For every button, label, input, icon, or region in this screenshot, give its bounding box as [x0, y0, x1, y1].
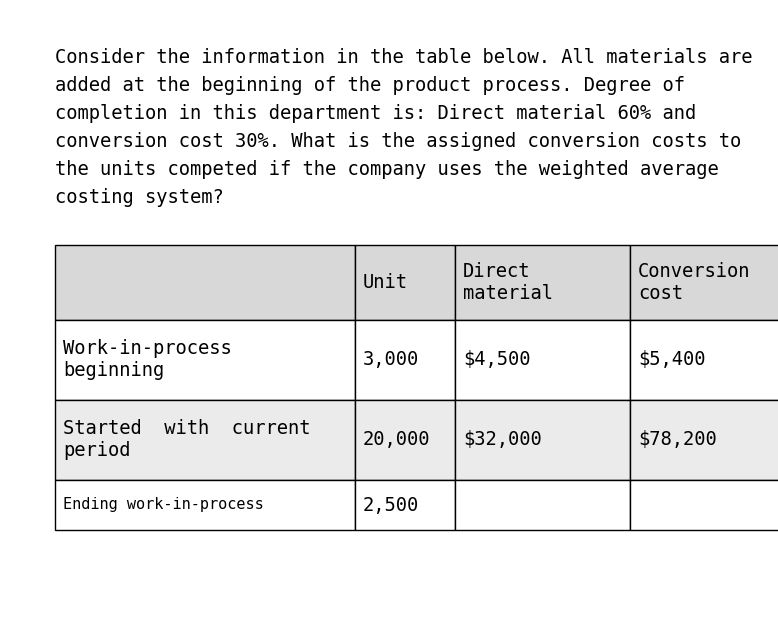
Text: conversion cost 30%. What is the assigned conversion costs to: conversion cost 30%. What is the assigne… [55, 132, 741, 151]
Bar [455, 320, 630, 400]
Bar [455, 320, 630, 400]
Text: $5,400: $5,400 [638, 351, 706, 369]
Bar [55, 245, 355, 320]
Text: the units competed if the company uses the weighted average: the units competed if the company uses t… [55, 160, 719, 179]
Text: Ending work-in-process: Ending work-in-process [63, 498, 264, 512]
Bar [455, 480, 630, 530]
Bar [630, 245, 778, 320]
Bar [55, 480, 355, 530]
Text: 3,000: 3,000 [363, 351, 419, 369]
Text: Started  with  current
period: Started with current period [63, 419, 310, 461]
Bar [355, 245, 455, 320]
Bar [630, 245, 778, 320]
Text: Work-in-process
beginning: Work-in-process beginning [63, 339, 232, 381]
Text: Consider the information in the table below. All materials are: Consider the information in the table be… [55, 48, 752, 67]
Bar [630, 320, 778, 400]
Text: $32,000: $32,000 [463, 431, 541, 449]
Text: $4,500: $4,500 [463, 351, 531, 369]
Text: completion in this department is: Direct material 60% and: completion in this department is: Direct… [55, 104, 696, 123]
Text: added at the beginning of the product process. Degree of: added at the beginning of the product pr… [55, 76, 685, 95]
Bar [355, 480, 455, 530]
Bar [55, 480, 355, 530]
Bar [355, 400, 455, 480]
Bar [630, 400, 778, 480]
Bar [55, 320, 355, 400]
Bar [455, 400, 630, 480]
Bar [630, 480, 778, 530]
Bar [55, 245, 355, 320]
Bar [355, 245, 455, 320]
Text: Unit: Unit [363, 273, 408, 292]
Bar [455, 245, 630, 320]
Text: 20,000: 20,000 [363, 431, 430, 449]
Bar [55, 320, 355, 400]
Bar [55, 400, 355, 480]
Bar [355, 400, 455, 480]
Bar [355, 320, 455, 400]
Bar [355, 320, 455, 400]
Text: costing system?: costing system? [55, 188, 224, 207]
Text: Conversion
cost: Conversion cost [638, 262, 751, 303]
Bar [455, 400, 630, 480]
Bar [630, 480, 778, 530]
Bar [55, 400, 355, 480]
Text: 2,500: 2,500 [363, 496, 419, 514]
Text: Direct
material: Direct material [463, 262, 553, 303]
Text: $78,200: $78,200 [638, 431, 717, 449]
Bar [630, 320, 778, 400]
Bar [630, 400, 778, 480]
Bar [455, 245, 630, 320]
Bar [455, 480, 630, 530]
Bar [355, 480, 455, 530]
